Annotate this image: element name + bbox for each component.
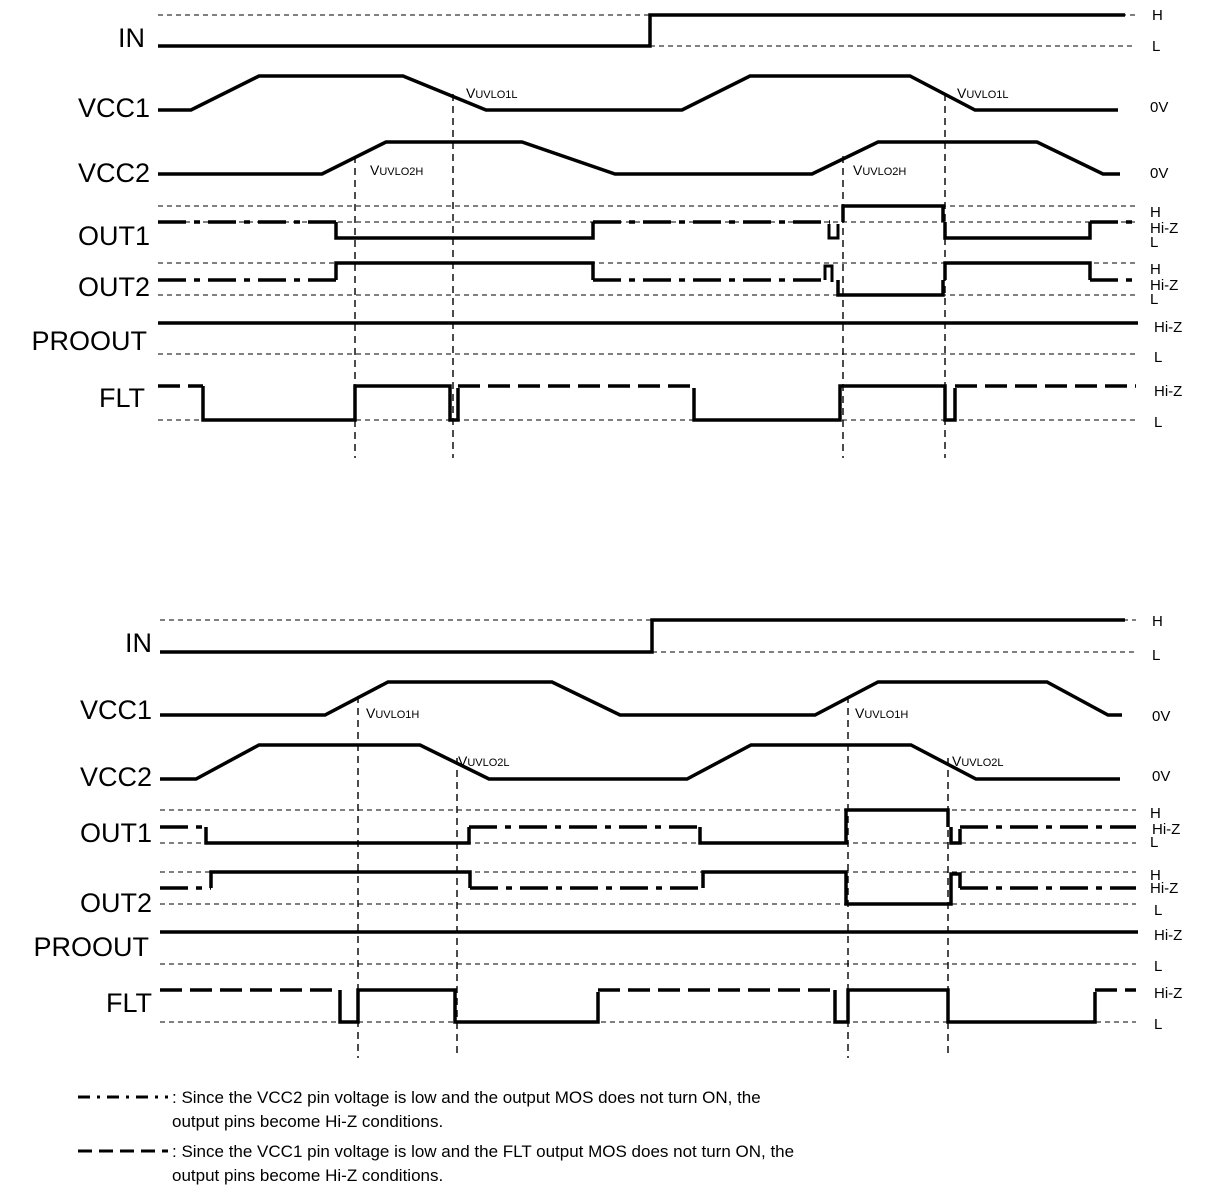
- waveforms: [160, 618, 1138, 1024]
- waveform-vcc2: [158, 140, 1120, 176]
- level-label: Hi-Z: [1154, 319, 1182, 336]
- hiz-dash-dot-segments: [158, 220, 1136, 282]
- timing-diagram-b: IN VCC1 VCC2 OUT1 OUT2 PROOUT FLT H L 0V…: [33, 613, 1182, 1058]
- timing-diagram-a: IN VCC1 VCC2 OUT1 OUT2 PROOUT FLT H L 0V…: [31, 7, 1182, 458]
- waveform-flt-low: [833, 988, 1097, 1024]
- level-label: Hi-Z: [1150, 220, 1178, 237]
- level-label: H: [1150, 261, 1161, 278]
- signal-label-out2: OUT2: [78, 272, 150, 302]
- level-label: L: [1150, 291, 1158, 308]
- waveform-out2-high: [701, 870, 848, 888]
- waveform-flt-low: [201, 384, 460, 422]
- level-label: Hi-Z: [1150, 277, 1178, 294]
- threshold-label: VUVLO2H: [853, 162, 906, 178]
- legend-text: : Since the VCC2 pin voltage is low and …: [172, 1088, 761, 1107]
- level-label: 0V: [1150, 99, 1168, 116]
- level-label: 0V: [1150, 165, 1168, 182]
- signal-label-flt: FLT: [106, 988, 152, 1018]
- signal-label-proout: PROOUT: [31, 326, 147, 356]
- waveform-flt-low: [338, 988, 600, 1024]
- waveforms: [158, 13, 1138, 422]
- threshold-label: VUVLO2L: [458, 753, 510, 769]
- level-label: Hi-Z: [1152, 821, 1180, 838]
- signal-label-in: IN: [125, 628, 152, 658]
- waveform-flt-low: [692, 384, 957, 422]
- signal-label-out2: OUT2: [80, 888, 152, 918]
- waveform-out1-high: [844, 808, 950, 827]
- signal-label-proout: PROOUT: [33, 932, 149, 962]
- level-label: Hi-Z: [1154, 927, 1182, 944]
- threshold-label: VUVLO2L: [952, 753, 1004, 769]
- level-label: 0V: [1152, 768, 1170, 785]
- waveform-out1-low: [949, 827, 962, 845]
- level-label: Hi-Z: [1154, 383, 1182, 400]
- level-label: L: [1150, 234, 1158, 251]
- signal-label-vcc2: VCC2: [80, 762, 152, 792]
- threshold-label: VUVLO1H: [366, 705, 419, 721]
- waveform-vcc1: [160, 680, 1122, 717]
- level-label: H: [1152, 613, 1163, 630]
- waveform-out2-high: [949, 872, 962, 888]
- waveform-out2-low: [836, 280, 945, 297]
- legend-text: output pins become Hi-Z conditions.: [172, 1112, 443, 1131]
- waveform-out2-high: [943, 261, 1092, 280]
- waveform-out2-high: [334, 261, 595, 280]
- waveform-in: [158, 13, 1125, 48]
- waveform-out1-low: [204, 827, 471, 845]
- waveform-vcc2: [160, 743, 1120, 781]
- legend-text: output pins become Hi-Z conditions.: [172, 1166, 443, 1185]
- waveform-out1-low: [334, 222, 595, 240]
- legend-text: : Since the VCC1 pin voltage is low and …: [172, 1142, 794, 1161]
- level-label: L: [1152, 647, 1160, 664]
- level-label: 0V: [1152, 708, 1170, 725]
- waveform-vcc1: [158, 74, 1118, 112]
- hiz-glitches: [823, 224, 840, 282]
- waveform-in: [160, 618, 1125, 654]
- level-label: L: [1150, 834, 1158, 851]
- waveform-out1-low: [943, 222, 1092, 240]
- signal-label-flt: FLT: [99, 383, 145, 413]
- level-label: H: [1150, 867, 1161, 884]
- level-label: L: [1152, 38, 1160, 55]
- signal-label-in: IN: [118, 23, 145, 53]
- level-label: H: [1150, 204, 1161, 221]
- level-label: L: [1154, 1016, 1162, 1033]
- level-label: Hi-Z: [1150, 880, 1178, 897]
- level-label: L: [1154, 349, 1162, 366]
- level-label: H: [1150, 805, 1161, 822]
- level-label: L: [1154, 958, 1162, 975]
- signal-label-vcc1: VCC1: [78, 93, 150, 123]
- signal-label-out1: OUT1: [80, 818, 152, 848]
- signal-label-vcc1: VCC1: [80, 695, 152, 725]
- waveform-out1-high: [841, 204, 945, 222]
- threshold-markers: [354, 94, 946, 458]
- level-label: H: [1152, 7, 1163, 24]
- hiz-dash-dot-segments: [160, 825, 1136, 890]
- level-label: Hi-Z: [1154, 985, 1182, 1002]
- legend: : Since the VCC2 pin voltage is low and …: [78, 1088, 794, 1185]
- signal-label-out1: OUT1: [78, 221, 150, 251]
- level-label: L: [1154, 902, 1162, 919]
- waveform-out2-low: [844, 888, 953, 906]
- level-label: L: [1154, 414, 1162, 431]
- waveform-out1-low: [698, 827, 848, 845]
- threshold-label: VUVLO1H: [855, 705, 908, 721]
- threshold-label: VUVLO1L: [957, 85, 1009, 101]
- threshold-label: VUVLO1L: [466, 85, 518, 101]
- threshold-label: VUVLO2H: [370, 162, 423, 178]
- waveform-out2-high: [209, 870, 472, 888]
- threshold-markers: [357, 696, 949, 1058]
- signal-label-vcc2: VCC2: [78, 158, 150, 188]
